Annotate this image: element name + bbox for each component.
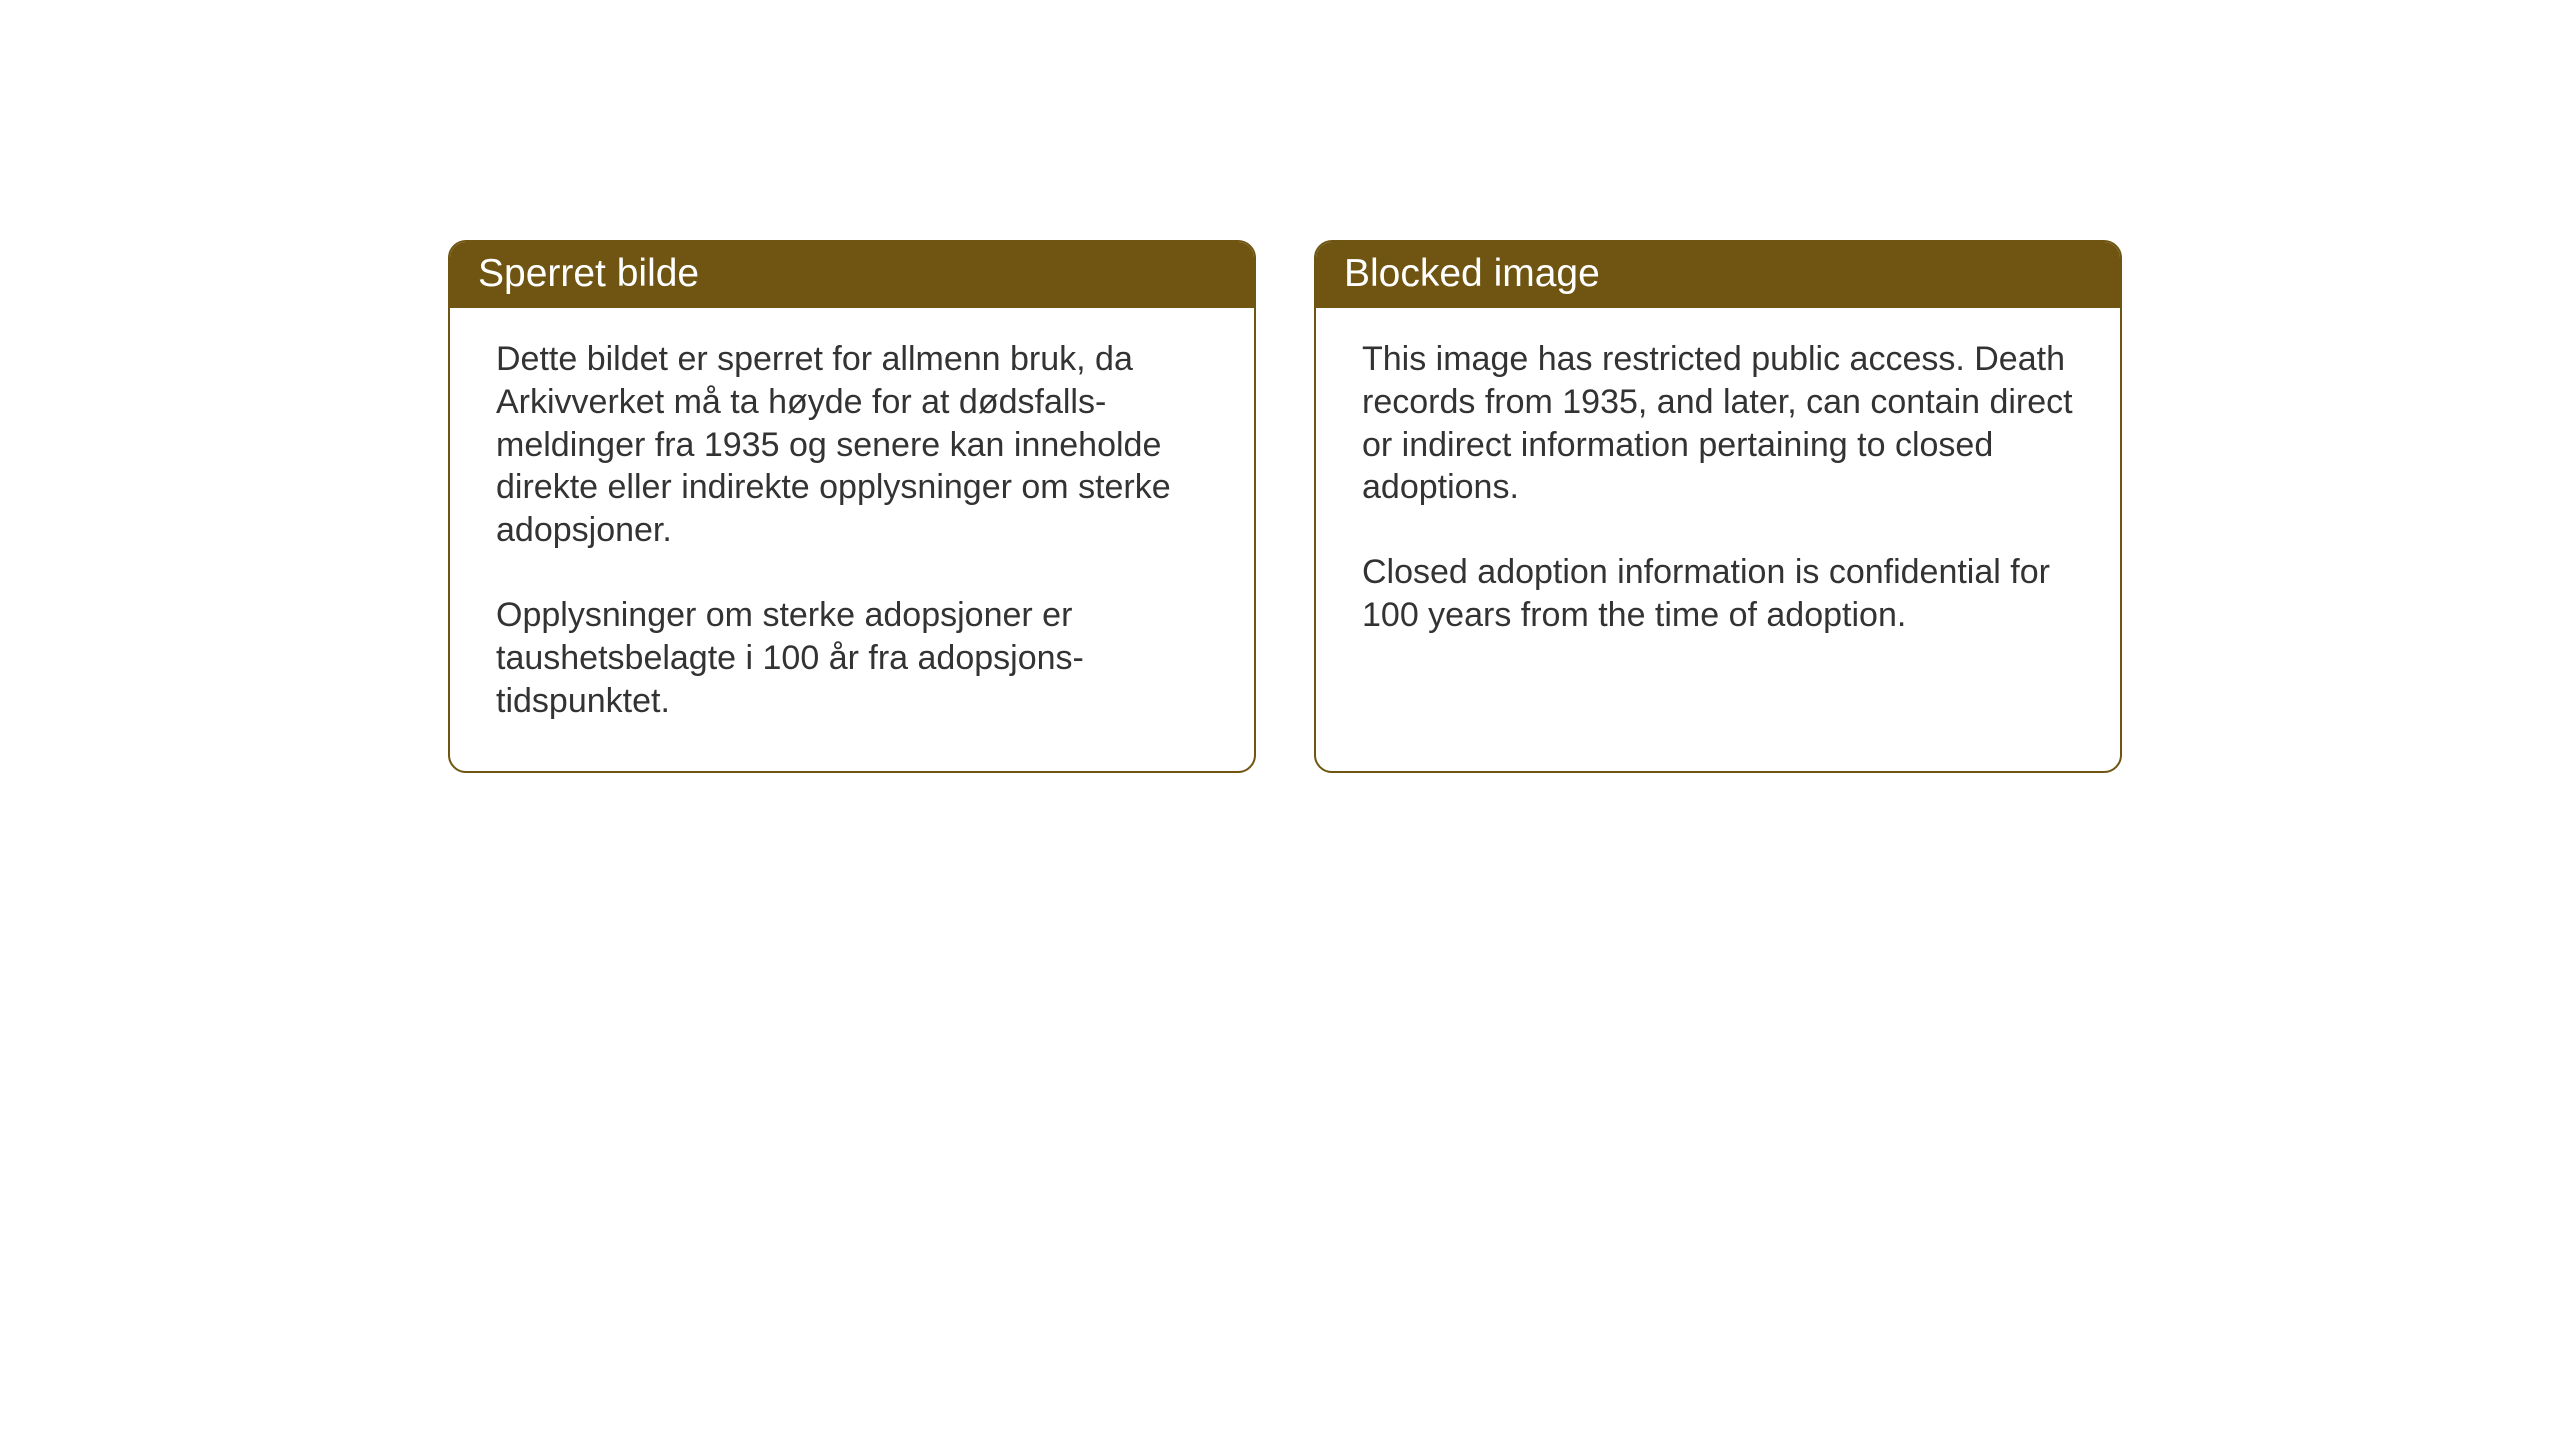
blocked-image-card-english: Blocked image This image has restricted … [1314,240,2122,773]
card-header-english: Blocked image [1316,242,2120,308]
card-paragraph: Opplysninger om sterke adopsjoner er tau… [496,594,1208,722]
card-title: Blocked image [1344,252,1600,295]
blocked-image-card-norwegian: Sperret bilde Dette bildet er sperret fo… [448,240,1256,773]
card-paragraph: Dette bildet er sperret for allmenn bruk… [496,338,1208,552]
notice-cards-container: Sperret bilde Dette bildet er sperret fo… [448,240,2122,773]
card-header-norwegian: Sperret bilde [450,242,1254,308]
card-paragraph: Closed adoption information is confident… [1362,551,2074,637]
card-paragraph: This image has restricted public access.… [1362,338,2074,509]
card-body-norwegian: Dette bildet er sperret for allmenn bruk… [450,308,1254,771]
card-body-english: This image has restricted public access.… [1316,308,2120,685]
card-title: Sperret bilde [478,252,699,295]
